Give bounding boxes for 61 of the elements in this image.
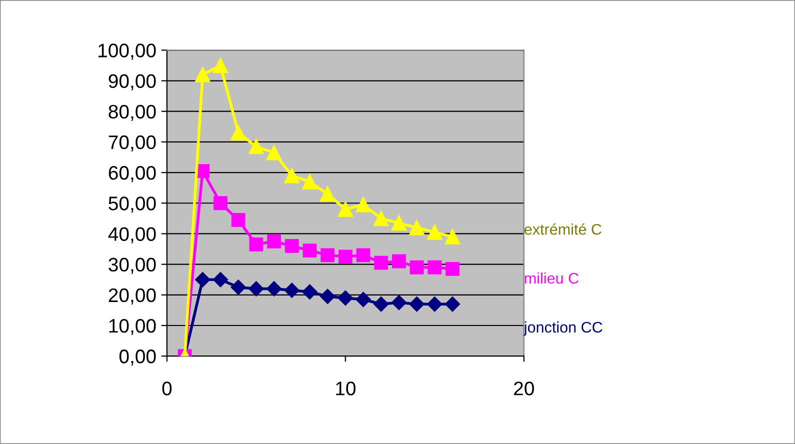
point xyxy=(373,210,389,226)
point xyxy=(248,281,264,296)
point xyxy=(446,262,460,276)
y-tick-label: 20,00 xyxy=(108,288,156,304)
x-tick-label: 10 xyxy=(336,382,356,396)
point xyxy=(338,250,352,264)
point xyxy=(444,229,460,244)
y-tick-label: 70,00 xyxy=(108,135,156,152)
point xyxy=(195,272,210,288)
point xyxy=(409,220,424,236)
x-tick-label: 20 xyxy=(514,382,534,396)
point xyxy=(195,67,210,82)
x-tick-label: 0 xyxy=(162,382,172,396)
point xyxy=(214,196,228,210)
point xyxy=(266,145,282,160)
point xyxy=(212,272,228,288)
text: milieu C xyxy=(524,272,579,284)
point xyxy=(302,174,318,190)
point xyxy=(320,288,336,304)
point xyxy=(230,125,246,140)
text: extrémité C xyxy=(524,223,602,235)
point xyxy=(284,282,300,298)
point xyxy=(374,296,389,312)
point xyxy=(338,202,354,217)
point xyxy=(302,284,318,300)
point xyxy=(409,296,424,312)
point xyxy=(374,256,388,270)
point xyxy=(212,58,228,74)
point xyxy=(428,260,442,274)
text: jonction CC xyxy=(524,321,602,336)
y-tick-label: 60,00 xyxy=(108,166,156,182)
point xyxy=(391,215,407,231)
point xyxy=(410,260,424,274)
point xyxy=(356,292,371,308)
point xyxy=(338,290,353,306)
point xyxy=(230,280,246,295)
y-tick-label: 90,00 xyxy=(108,74,156,90)
point xyxy=(427,296,442,312)
point xyxy=(356,197,371,212)
y-tick-label: 80,00 xyxy=(108,104,156,121)
y-tick-label: 100,00 xyxy=(98,44,156,60)
point xyxy=(427,224,442,240)
point xyxy=(356,248,370,262)
point xyxy=(231,213,246,227)
y-tick-label: 10,00 xyxy=(109,318,156,336)
point xyxy=(320,248,335,262)
point xyxy=(284,168,300,184)
point xyxy=(444,296,460,312)
point xyxy=(248,138,264,154)
point xyxy=(302,244,317,258)
y-tick-label: 30,00 xyxy=(108,258,156,274)
point xyxy=(267,234,281,248)
point xyxy=(320,186,336,202)
y-tick-label: 50,00 xyxy=(108,196,156,213)
y-tick-label: 40,00 xyxy=(108,227,156,244)
point xyxy=(266,281,282,296)
y-tick-label: 0,00 xyxy=(119,350,156,366)
point xyxy=(249,237,264,252)
point xyxy=(391,294,407,310)
point xyxy=(284,239,299,253)
point xyxy=(392,254,406,268)
